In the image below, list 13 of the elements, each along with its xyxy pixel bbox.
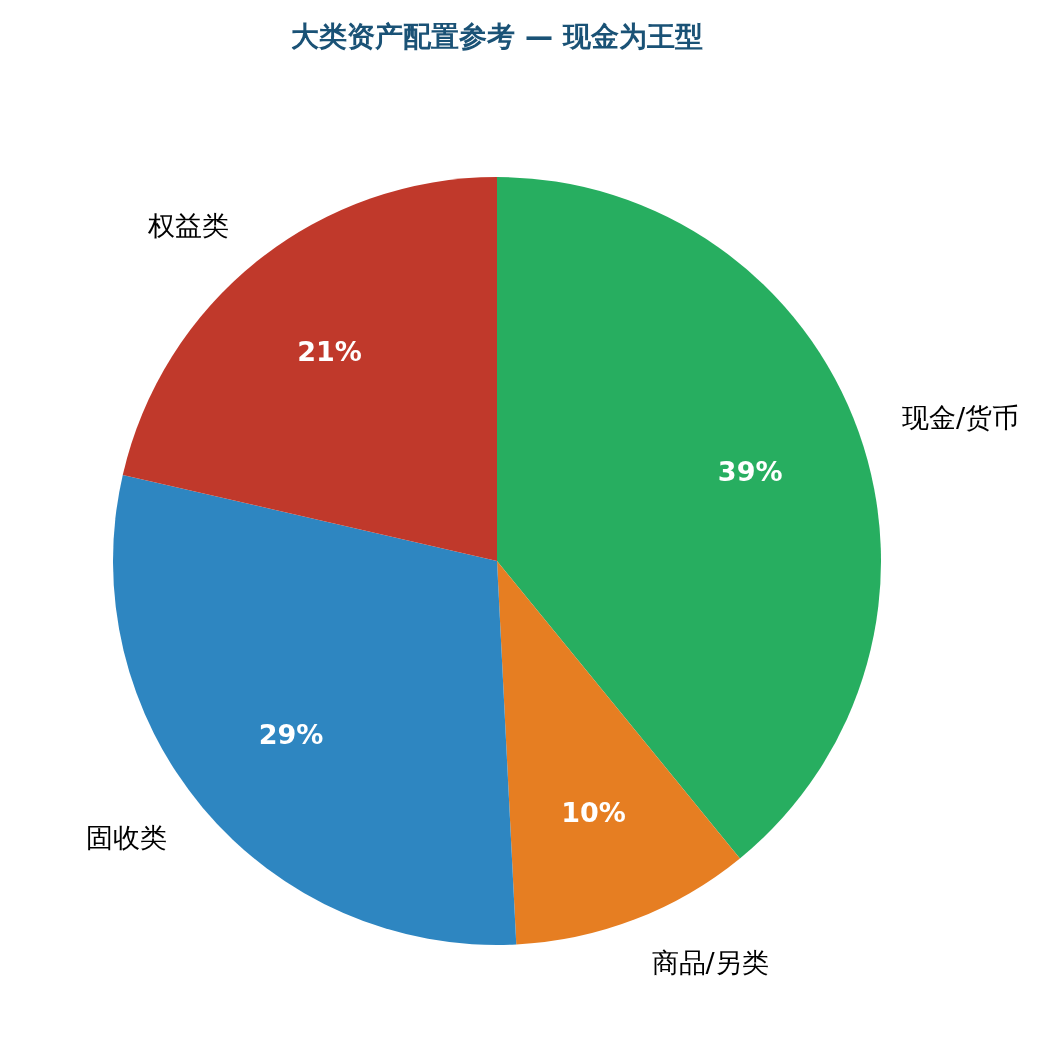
slice-label: 固收类 — [86, 822, 168, 854]
pie-slice — [113, 474, 517, 945]
chart-title: 大类资产配置参考 — 现金为王型 — [291, 20, 703, 53]
data-label: 10% — [561, 796, 626, 828]
slice-label: 现金/货币 — [902, 401, 1020, 433]
pie-slice — [497, 177, 881, 859]
slice-label: 商品/另类 — [651, 947, 769, 979]
data-label: 21% — [297, 335, 362, 367]
data-label: 39% — [717, 455, 783, 487]
slice-label: 权益类 — [147, 209, 230, 241]
data-label: 29% — [258, 718, 324, 750]
pie-slice — [497, 561, 740, 945]
pie-slice — [122, 177, 497, 561]
